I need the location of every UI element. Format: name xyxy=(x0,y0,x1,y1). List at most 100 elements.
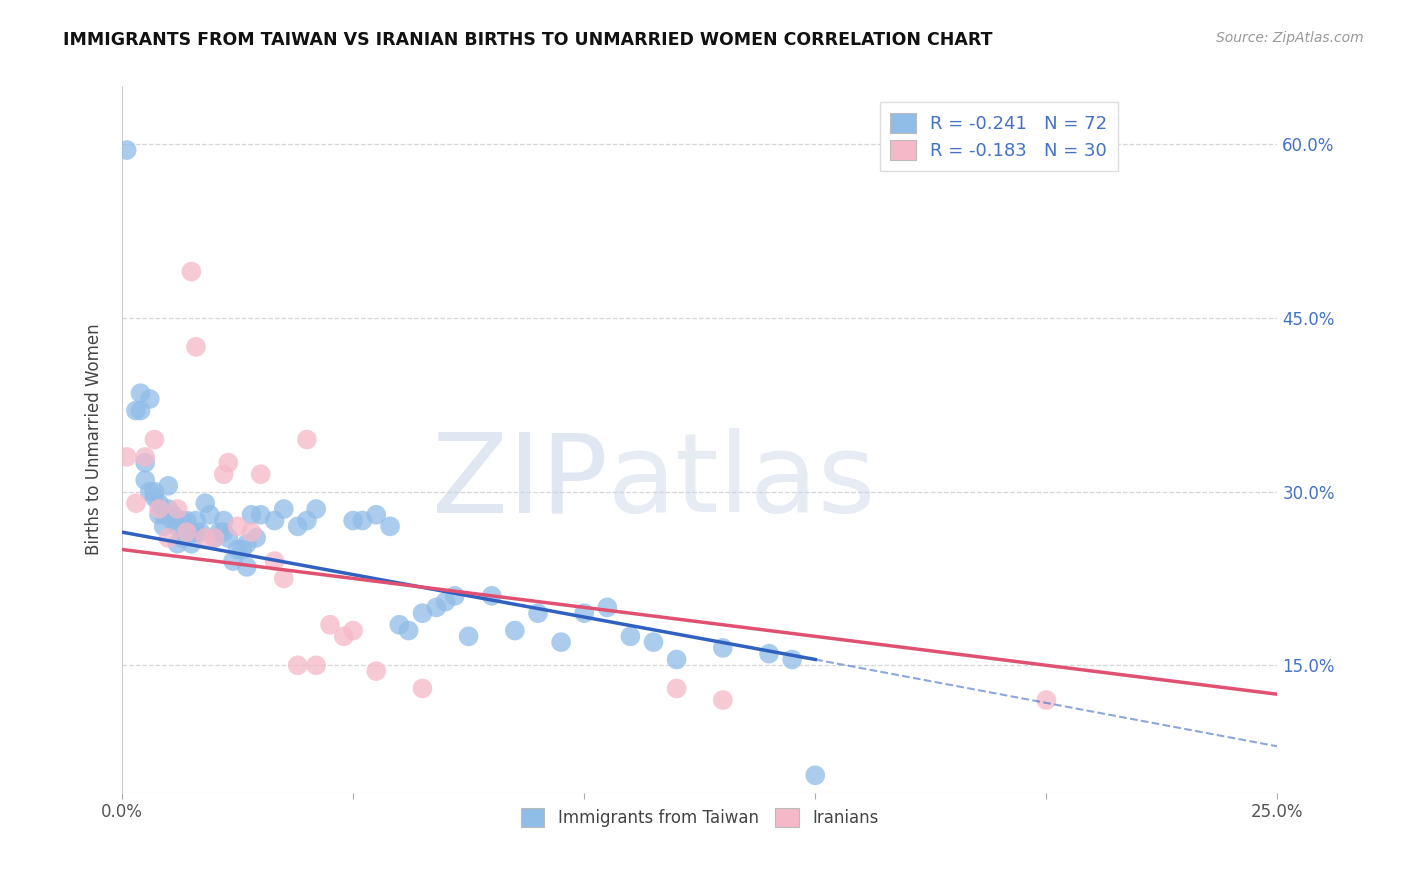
Point xyxy=(295,514,318,528)
Point xyxy=(148,502,170,516)
Point xyxy=(231,542,253,557)
Text: ZIP: ZIP xyxy=(432,428,607,535)
Point xyxy=(249,508,271,522)
Point xyxy=(711,693,734,707)
Text: Source: ZipAtlas.com: Source: ZipAtlas.com xyxy=(1216,31,1364,45)
Point xyxy=(115,450,138,464)
Point xyxy=(780,652,803,666)
Point xyxy=(240,525,263,540)
Point xyxy=(226,542,249,557)
Point xyxy=(273,502,295,516)
Point xyxy=(162,508,184,522)
Point xyxy=(139,392,162,406)
Point xyxy=(166,502,188,516)
Point xyxy=(180,537,202,551)
Point xyxy=(222,554,245,568)
Point xyxy=(212,525,235,540)
Point xyxy=(134,473,156,487)
Point xyxy=(665,681,688,696)
Y-axis label: Births to Unmarried Women: Births to Unmarried Women xyxy=(86,324,103,556)
Point xyxy=(305,658,328,673)
Point xyxy=(287,658,309,673)
Point xyxy=(411,681,433,696)
Point xyxy=(180,265,202,279)
Point xyxy=(134,456,156,470)
Point xyxy=(139,484,162,499)
Point xyxy=(425,600,447,615)
Legend: Immigrants from Taiwan, Iranians: Immigrants from Taiwan, Iranians xyxy=(515,802,886,834)
Point xyxy=(434,594,457,608)
Point xyxy=(157,479,180,493)
Point xyxy=(572,606,595,620)
Point xyxy=(1035,693,1057,707)
Point xyxy=(388,617,411,632)
Point xyxy=(366,664,388,678)
Text: IMMIGRANTS FROM TAIWAN VS IRANIAN BIRTHS TO UNMARRIED WOMEN CORRELATION CHART: IMMIGRANTS FROM TAIWAN VS IRANIAN BIRTHS… xyxy=(63,31,993,49)
Point xyxy=(240,508,263,522)
Point xyxy=(342,624,364,638)
Point xyxy=(129,386,152,401)
Point xyxy=(643,635,665,649)
Point xyxy=(217,456,239,470)
Point xyxy=(263,514,285,528)
Point xyxy=(194,496,217,510)
Point xyxy=(143,491,166,505)
Point xyxy=(198,508,221,522)
Point xyxy=(204,531,226,545)
Point xyxy=(148,508,170,522)
Point xyxy=(166,537,188,551)
Point xyxy=(157,531,180,545)
Point xyxy=(287,519,309,533)
Point xyxy=(172,514,194,528)
Point xyxy=(758,647,780,661)
Point xyxy=(236,560,259,574)
Point xyxy=(204,531,226,545)
Point xyxy=(236,537,259,551)
Point xyxy=(134,450,156,464)
Point xyxy=(443,589,465,603)
Point xyxy=(180,525,202,540)
Point xyxy=(665,652,688,666)
Point xyxy=(115,143,138,157)
Point xyxy=(273,571,295,585)
Point xyxy=(398,624,420,638)
Point xyxy=(481,589,503,603)
Point xyxy=(249,467,271,482)
Point xyxy=(711,640,734,655)
Point xyxy=(333,629,356,643)
Point xyxy=(184,340,207,354)
Point xyxy=(129,403,152,417)
Point xyxy=(619,629,641,643)
Point xyxy=(176,525,198,540)
Point xyxy=(503,624,526,638)
Point xyxy=(152,519,174,533)
Point xyxy=(184,514,207,528)
Point xyxy=(157,502,180,516)
Point xyxy=(172,531,194,545)
Point xyxy=(804,768,827,782)
Point xyxy=(212,514,235,528)
Text: atlas: atlas xyxy=(607,428,876,535)
Point xyxy=(245,531,267,545)
Point xyxy=(143,484,166,499)
Point xyxy=(295,433,318,447)
Point xyxy=(162,514,184,528)
Point xyxy=(319,617,342,632)
Point xyxy=(457,629,479,643)
Point xyxy=(527,606,550,620)
Point xyxy=(208,525,231,540)
Point xyxy=(212,467,235,482)
Point xyxy=(305,502,328,516)
Point xyxy=(378,519,401,533)
Point xyxy=(143,433,166,447)
Point xyxy=(148,496,170,510)
Point xyxy=(176,514,198,528)
Point xyxy=(226,519,249,533)
Point xyxy=(184,525,207,540)
Point xyxy=(125,403,148,417)
Point xyxy=(550,635,572,649)
Point xyxy=(152,508,174,522)
Point xyxy=(166,519,188,533)
Point xyxy=(366,508,388,522)
Point xyxy=(342,514,364,528)
